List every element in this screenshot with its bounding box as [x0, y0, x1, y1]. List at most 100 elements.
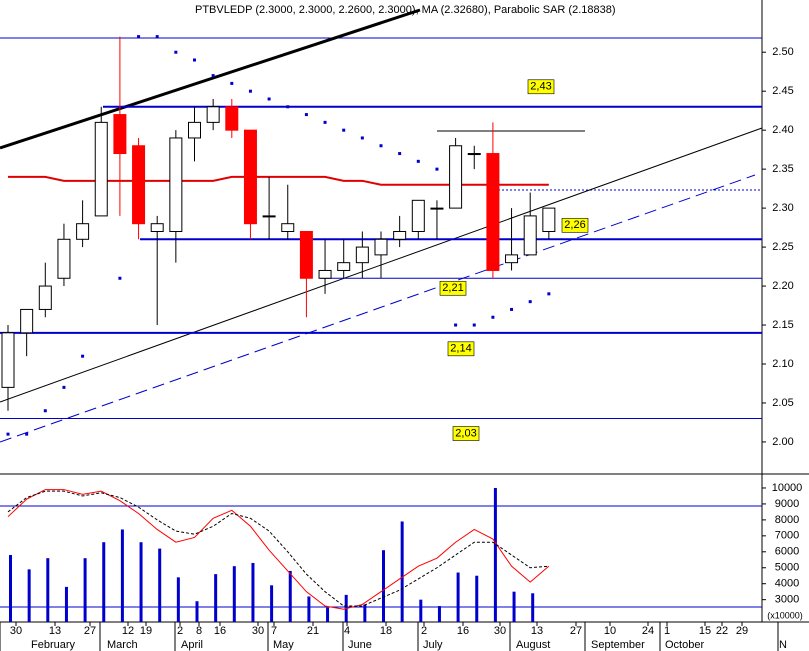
sar-dot — [43, 409, 47, 413]
sar-dot — [230, 81, 234, 85]
x-tick-label: 30 — [494, 625, 506, 637]
oscillator-line — [7, 489, 550, 610]
y-tick-label: 10000 — [772, 482, 803, 494]
y-tick-label: 6000 — [775, 546, 799, 558]
candle-body — [262, 215, 276, 218]
x-tick-label: 27 — [84, 625, 96, 637]
sar-dot — [267, 97, 271, 101]
sar-dot — [398, 152, 402, 156]
x-tick-label: 16 — [457, 625, 469, 637]
x-tick-label: 27 — [570, 625, 582, 637]
candle-body — [430, 207, 444, 210]
y-tick-label: 2.15 — [772, 319, 793, 331]
month-label: April — [181, 639, 203, 651]
x-tick-label: 12 — [122, 625, 134, 637]
sar-dot — [137, 35, 141, 39]
month-label: June — [348, 639, 372, 651]
y-tick-label: 2.35 — [772, 163, 793, 175]
y-tick-label: 2.20 — [772, 280, 793, 292]
sar-dot — [286, 105, 290, 109]
candle-body — [150, 223, 164, 232]
volume-bar — [363, 604, 367, 622]
volume-bar — [232, 566, 236, 622]
candle-body — [94, 121, 108, 217]
volume-bar — [512, 591, 516, 622]
x-tick-label: 19 — [140, 625, 152, 637]
x-tick-label: 2 — [177, 625, 183, 637]
month-label: October — [665, 639, 704, 651]
sar-dot — [379, 144, 383, 148]
volume-bar — [214, 574, 218, 622]
x-tick-label: 15 — [699, 625, 711, 637]
level-label-box — [447, 341, 475, 357]
y-tick-label: 5000 — [775, 562, 799, 574]
volume-bar — [102, 542, 106, 622]
y-tick-label: 2.30 — [772, 202, 793, 214]
y-tick-label: 2.40 — [772, 124, 793, 136]
candle-body — [393, 230, 407, 240]
volume-bar — [195, 601, 199, 622]
candle-body — [38, 285, 52, 310]
candle-body — [225, 106, 239, 131]
candle-body — [188, 121, 201, 139]
x-tick-label: 4 — [344, 625, 350, 637]
sar-dot — [435, 167, 439, 171]
candle-body — [542, 207, 556, 232]
month-label: May — [273, 639, 294, 651]
volume-bar — [475, 575, 479, 622]
month-label: September — [591, 639, 645, 651]
trend-line — [0, 8, 421, 150]
sar-dot — [62, 385, 66, 389]
volume-bar — [400, 521, 404, 622]
y-tick-label: 2.25 — [772, 241, 793, 253]
sar-dot — [491, 315, 495, 319]
volume-bar — [456, 572, 460, 622]
candle-body — [505, 254, 519, 264]
candle-body — [486, 153, 500, 271]
candle-body — [132, 145, 146, 225]
sar-dot — [510, 307, 514, 311]
x-tick-label: 30 — [252, 625, 264, 637]
month-label: March — [107, 639, 138, 651]
x-tick-label: 29 — [736, 625, 748, 637]
x-tick-label: 8 — [196, 625, 202, 637]
sar-dot — [25, 432, 29, 436]
level-label-box — [452, 426, 480, 441]
month-label: N — [779, 639, 787, 651]
month-label: February — [31, 639, 76, 651]
sar-dot — [174, 50, 178, 54]
volume-bar — [419, 599, 423, 622]
sar-dot — [155, 35, 159, 39]
sar-dot — [528, 300, 532, 304]
y-tick-label: 8000 — [775, 514, 799, 526]
y-tick-label: 2.45 — [772, 85, 793, 97]
x-tick-label: 13 — [531, 625, 543, 637]
sar-dot — [81, 354, 85, 358]
candle-body — [467, 153, 481, 156]
candle-body — [337, 262, 351, 271]
x-tick-label: 22 — [716, 625, 728, 637]
chart-title: PTBVLEDP (2.3000, 2.3000, 2.2600, 2.3000… — [195, 4, 616, 16]
candle-body — [355, 246, 369, 264]
volume-bar — [9, 554, 12, 622]
y-tick-label: 7000 — [775, 530, 799, 542]
level-label: 2,21 — [442, 282, 463, 294]
level-label: 2,03 — [455, 427, 476, 439]
candle-body — [113, 114, 127, 155]
y-tick-label: 2.10 — [772, 358, 793, 370]
volume-bar — [176, 577, 180, 622]
volume-bar — [437, 606, 441, 622]
volume-bar — [382, 550, 385, 622]
level-label-box — [561, 217, 589, 233]
month-label: August — [516, 639, 550, 651]
sar-dot — [248, 89, 252, 93]
level-label: 2,43 — [530, 81, 551, 93]
month-label: July — [423, 639, 443, 651]
oscillator-line — [7, 490, 549, 607]
sar-dot — [360, 136, 364, 140]
volume-bar — [270, 585, 274, 622]
level-label-box — [439, 280, 467, 296]
volume-bar — [531, 593, 535, 622]
